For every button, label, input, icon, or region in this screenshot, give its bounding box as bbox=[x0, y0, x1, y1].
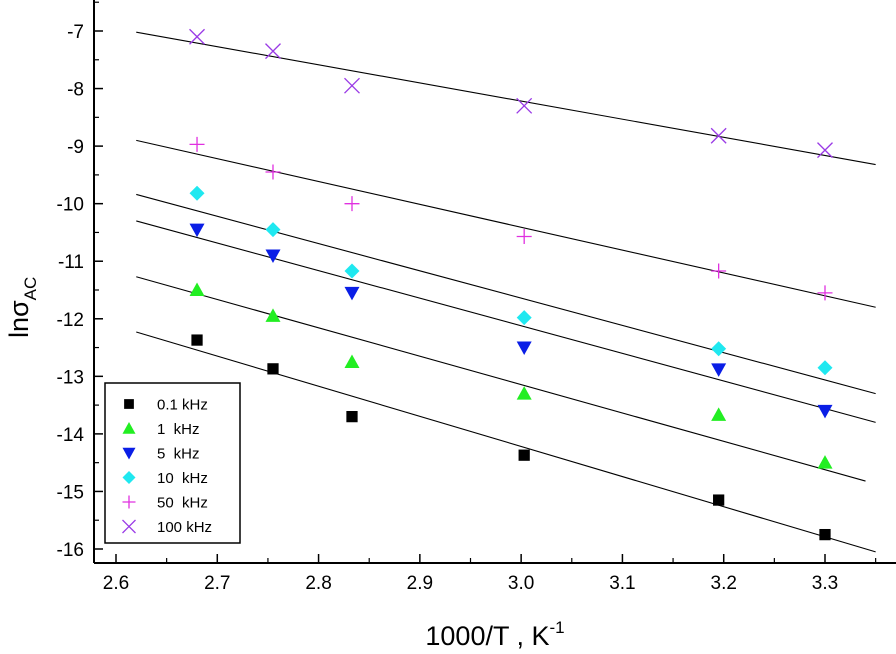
series-3 bbox=[189, 185, 833, 376]
data-point bbox=[191, 334, 203, 346]
fit-line-0 bbox=[136, 331, 876, 553]
data-point bbox=[711, 407, 727, 421]
data-point bbox=[344, 286, 360, 301]
x-axis-title-main: 1000/T , K bbox=[425, 621, 549, 651]
axes bbox=[93, 0, 896, 564]
y-tick-label: -12 bbox=[57, 310, 84, 331]
x-tick-label: 2.8 bbox=[305, 573, 331, 594]
series-0 bbox=[191, 334, 831, 541]
data-point bbox=[344, 77, 360, 94]
x-tick-label: 2.9 bbox=[407, 573, 433, 594]
x-tick-label: 2.7 bbox=[204, 573, 230, 594]
legend-label: 100 kHz bbox=[157, 519, 212, 536]
x-axis-title-sup: -1 bbox=[549, 618, 564, 637]
x-tick-label: 3.1 bbox=[609, 573, 635, 594]
y-tick-label: -10 bbox=[57, 195, 84, 216]
legend-label: 10 kHz bbox=[157, 470, 208, 487]
x-tick-label: 2.6 bbox=[103, 573, 129, 594]
y-tick-label: -8 bbox=[67, 80, 84, 101]
series-2 bbox=[189, 223, 833, 419]
data-point bbox=[713, 494, 725, 506]
legend-marker bbox=[122, 422, 136, 434]
legend-label: 1 kHz bbox=[157, 421, 200, 438]
data-point bbox=[710, 127, 727, 144]
y-tick-label: -14 bbox=[57, 425, 85, 446]
data-point bbox=[265, 249, 281, 263]
series-1 bbox=[189, 282, 833, 469]
data-point bbox=[817, 404, 833, 419]
legend-marker bbox=[122, 447, 136, 460]
data-point bbox=[265, 164, 281, 180]
data-point bbox=[518, 449, 530, 461]
legend-marker bbox=[122, 519, 136, 534]
data-point bbox=[711, 363, 727, 377]
x-tick-label: 3.3 bbox=[812, 573, 838, 594]
y-axis-title-sub: AC bbox=[21, 277, 40, 301]
data-point bbox=[346, 410, 358, 423]
y-axis-title: lnσAC bbox=[4, 277, 40, 338]
y-tick-label: -13 bbox=[57, 367, 84, 388]
data-point bbox=[819, 528, 831, 541]
legend-label: 0.1 kHz bbox=[157, 397, 208, 414]
data-point bbox=[711, 341, 727, 357]
data-point bbox=[344, 354, 360, 368]
data-point bbox=[265, 43, 281, 60]
fit-line-5 bbox=[136, 31, 876, 166]
fit-line-4 bbox=[136, 139, 876, 308]
legend-box bbox=[104, 382, 241, 544]
data-point bbox=[516, 386, 532, 400]
y-tick-label: -16 bbox=[57, 540, 84, 561]
x-tick-label: 3.0 bbox=[508, 573, 534, 594]
x-axis-title: 1000/T , K-1 bbox=[425, 618, 564, 651]
y-tick-label: -7 bbox=[67, 22, 84, 43]
legend-marker bbox=[122, 495, 136, 509]
fit-line-3 bbox=[136, 193, 876, 395]
data-point bbox=[817, 455, 833, 469]
y-tick-label: -11 bbox=[58, 252, 84, 273]
legend-label: 50 kHz bbox=[157, 495, 208, 512]
data-point bbox=[817, 360, 833, 376]
data-markers bbox=[189, 28, 833, 541]
data-point bbox=[516, 341, 532, 356]
data-point bbox=[711, 263, 727, 279]
fit-line-1 bbox=[136, 276, 866, 482]
legend-label: 5 kHz bbox=[157, 446, 200, 463]
legend-marker bbox=[122, 471, 136, 484]
fit-lines bbox=[136, 31, 876, 553]
legend: 0.1 kHz 1 kHz 5 kHz 10 kHz 50 kHz 100 kHz bbox=[104, 382, 241, 544]
series-5 bbox=[189, 28, 833, 159]
data-point bbox=[265, 222, 281, 238]
series-4 bbox=[189, 136, 833, 301]
data-point bbox=[817, 285, 833, 301]
y-axis-title-main: lnσ bbox=[4, 300, 34, 338]
data-point bbox=[344, 263, 360, 279]
data-point bbox=[267, 363, 279, 375]
data-point bbox=[265, 308, 281, 322]
data-point bbox=[189, 223, 205, 238]
data-point bbox=[189, 185, 205, 201]
legend-marker bbox=[124, 399, 134, 409]
y-tick-label: -15 bbox=[57, 482, 84, 503]
y-tick-label: -9 bbox=[67, 137, 84, 158]
data-point bbox=[516, 310, 532, 326]
data-point bbox=[516, 228, 532, 244]
x-tick-label: 3.2 bbox=[711, 573, 737, 594]
data-point bbox=[189, 282, 205, 296]
data-point bbox=[189, 28, 205, 45]
fit-line-2 bbox=[136, 220, 876, 423]
ticks: 2.6 2.7 2.8 2.9 3.0 3.1 3.2 3.3 -7 -8 -9 -10 -11 -12 -… bbox=[57, 1, 877, 594]
data-point bbox=[817, 142, 833, 159]
data-point bbox=[516, 97, 533, 114]
data-point bbox=[189, 136, 205, 152]
data-point bbox=[344, 196, 360, 212]
